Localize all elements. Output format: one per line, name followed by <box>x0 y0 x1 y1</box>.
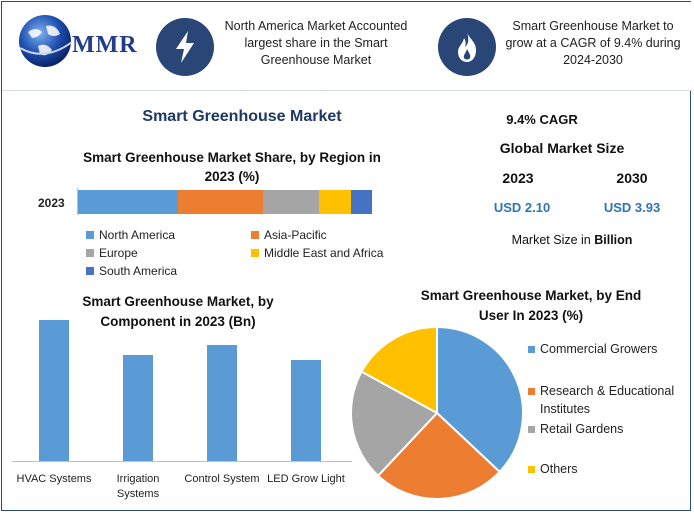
legend-item-commercial-growers: Commercial Growers <box>528 342 657 356</box>
region-bar-segment-south-america <box>351 190 372 214</box>
component-tick-label: LED Grow Light <box>267 473 345 485</box>
legend-swatch <box>528 465 535 473</box>
legend-swatch <box>86 231 94 239</box>
legend-swatch <box>86 267 94 275</box>
flame-icon <box>438 18 496 76</box>
year-2030-label: 2030 <box>616 170 648 186</box>
enduser-chart-title: Smart Greenhouse Market, by End User In … <box>420 288 642 323</box>
lightning-icon <box>156 18 214 76</box>
main-title: Smart Greenhouse Market <box>142 108 342 125</box>
legend-label: Europe <box>99 246 138 260</box>
component-bar <box>39 320 69 461</box>
component-bar <box>207 345 237 461</box>
value-2023: USD 2.10 <box>493 200 551 215</box>
region-year-label: 2023 <box>38 196 65 210</box>
header: MMR North America Market Accounted large… <box>2 2 692 91</box>
logo-text: MMR <box>72 32 138 58</box>
component-bar <box>123 355 153 461</box>
component-chart-title: Smart Greenhouse Market, by Component in… <box>82 294 274 329</box>
legend-label: Retail Gardens <box>540 422 624 436</box>
legend-swatch <box>86 249 94 257</box>
region-stacked-bar <box>78 190 372 214</box>
legend-item-retail-gardens: Retail Gardens <box>528 422 623 436</box>
region-bar-segment-asia-pacific <box>177 190 264 214</box>
legend-label: Research & Educational Institutes <box>540 384 675 416</box>
component-tick-label: Control System <box>184 473 260 485</box>
legend-item-others: Others <box>528 462 578 476</box>
pie-slice-research-educational-institutes <box>376 411 502 500</box>
legend-label: North America <box>99 228 176 242</box>
header-box2-text: Smart Greenhouse Market to grow at a CAG… <box>505 19 681 67</box>
pie-slice-commercial-growers <box>436 325 524 474</box>
legend-label: Asia-Pacific <box>264 228 327 242</box>
pie-slice-retail-gardens <box>350 370 439 478</box>
legend-label: Middle East and Africa <box>264 246 384 260</box>
header-box1-text: North America Market Accounted largest s… <box>224 19 408 67</box>
cagr-text: 9.4% CAGR <box>506 112 578 127</box>
legend-item-research-institutes: Research & Educational Institutes <box>528 382 688 418</box>
component-tick-label: HVAC Systems <box>16 473 92 485</box>
value-2030: USD 3.93 <box>603 200 661 215</box>
legend-item-north-america: North America <box>86 228 175 242</box>
market-size-title: Global Market Size <box>499 140 625 156</box>
region-axis-line <box>77 188 78 215</box>
legend-swatch <box>528 345 535 353</box>
legend-swatch <box>251 231 259 239</box>
legend-swatch <box>251 249 259 257</box>
region-chart-title: Smart Greenhouse Market Share, by Region… <box>83 150 381 184</box>
market-size-unit: Market Size in Billion <box>482 233 662 247</box>
legend-swatch <box>528 388 535 395</box>
globe-logo-icon <box>19 15 73 67</box>
year-2023-label: 2023 <box>502 170 534 186</box>
component-bar <box>291 359 321 461</box>
component-tick-label: Irrigation Systems <box>116 473 160 500</box>
legend-item-middle-east-africa: Middle East and Africa <box>251 246 383 260</box>
legend-label: Commercial Growers <box>540 342 658 356</box>
region-bar-segment-north-america <box>78 190 178 214</box>
component-bar-chart: HVAC Systems Irrigation Systems Control Sy… <box>12 320 352 506</box>
legend-swatch <box>528 425 535 433</box>
region-bar-segment-europe <box>263 190 320 214</box>
unit-bold: Billion <box>594 233 633 247</box>
enduser-legend: Commercial Growers Research & Educationa… <box>528 342 688 492</box>
region-legend: North America Asia-Pacific Europe Middle… <box>86 228 406 282</box>
region-bar-segment-middle-east-and-africa <box>319 190 352 214</box>
legend-label: South America <box>99 264 178 278</box>
enduser-pie-chart <box>350 325 524 500</box>
unit-prefix: Market Size in <box>511 233 595 247</box>
component-x-axis <box>12 461 352 462</box>
pie-slice-others <box>360 325 438 415</box>
legend-item-europe: Europe <box>86 246 138 260</box>
legend-item-south-america: South America <box>86 264 177 278</box>
legend-label: Others <box>540 462 578 476</box>
legend-item-asia-pacific: Asia-Pacific <box>251 228 327 242</box>
